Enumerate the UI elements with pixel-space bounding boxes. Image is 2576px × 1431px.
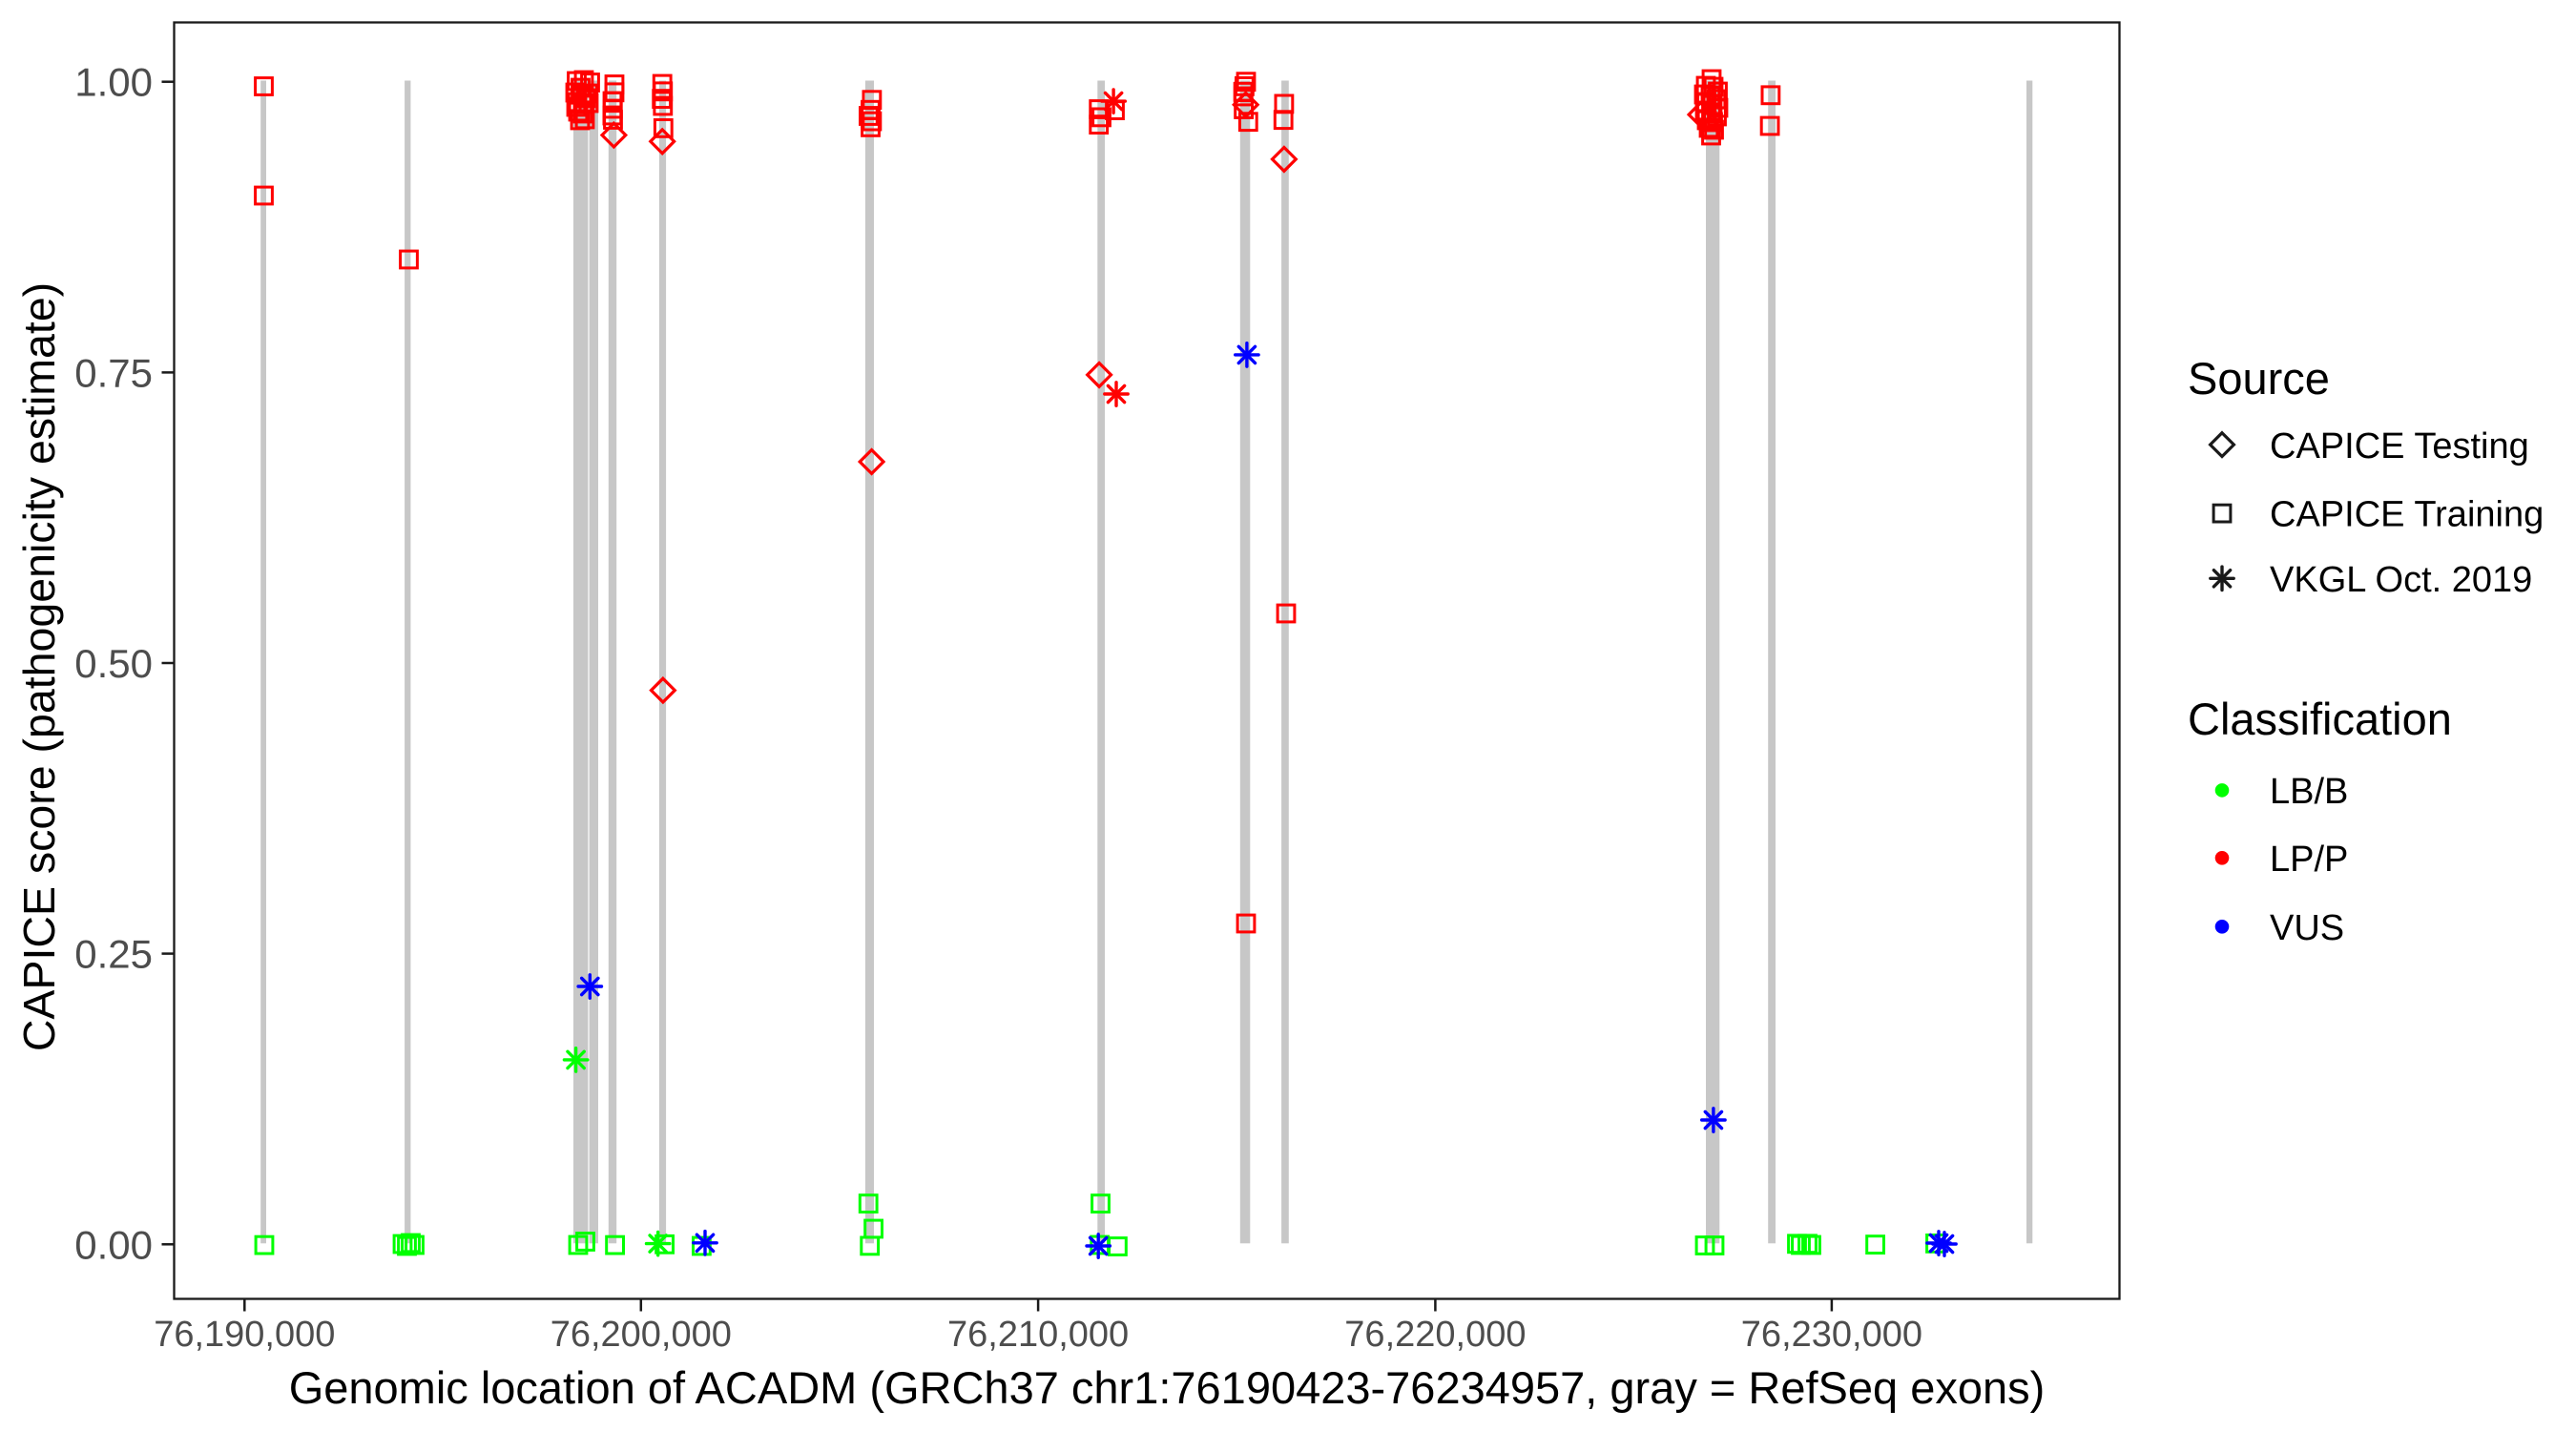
- svg-text:76,220,000: 76,220,000: [1344, 1315, 1526, 1355]
- svg-text:0.00: 0.00: [74, 1222, 153, 1267]
- svg-text:LP/P: LP/P: [2270, 840, 2348, 880]
- svg-text:76,200,000: 76,200,000: [551, 1315, 732, 1355]
- svg-text:76,190,000: 76,190,000: [154, 1315, 335, 1355]
- svg-text:76,230,000: 76,230,000: [1741, 1315, 1922, 1355]
- svg-text:Source: Source: [2188, 353, 2330, 404]
- svg-text:76,210,000: 76,210,000: [947, 1315, 1129, 1355]
- svg-text:CAPICE Testing: CAPICE Testing: [2270, 426, 2529, 467]
- svg-text:Genomic location of ACADM (GRC: Genomic location of ACADM (GRCh37 chr1:7…: [289, 1362, 2046, 1413]
- svg-text:0.50: 0.50: [74, 641, 153, 686]
- svg-text:LB/B: LB/B: [2270, 772, 2348, 812]
- svg-text:1.00: 1.00: [74, 60, 153, 105]
- svg-text:0.25: 0.25: [74, 932, 153, 977]
- svg-text:Classification: Classification: [2188, 694, 2452, 744]
- svg-text:0.75: 0.75: [74, 350, 153, 395]
- svg-text:VUS: VUS: [2270, 908, 2344, 948]
- svg-text:VKGL Oct. 2019: VKGL Oct. 2019: [2270, 560, 2532, 600]
- svg-text:CAPICE score (pathogenicity es: CAPICE score (pathogenicity estimate): [14, 282, 64, 1051]
- svg-text:CAPICE Training: CAPICE Training: [2270, 495, 2544, 535]
